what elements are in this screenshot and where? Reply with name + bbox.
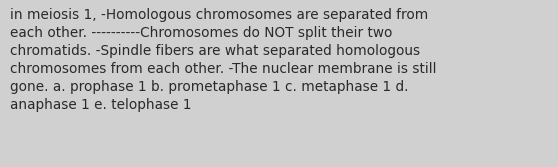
Text: in meiosis 1, -Homologous chromosomes are separated from
each other. ----------C: in meiosis 1, -Homologous chromosomes ar… bbox=[10, 8, 436, 112]
